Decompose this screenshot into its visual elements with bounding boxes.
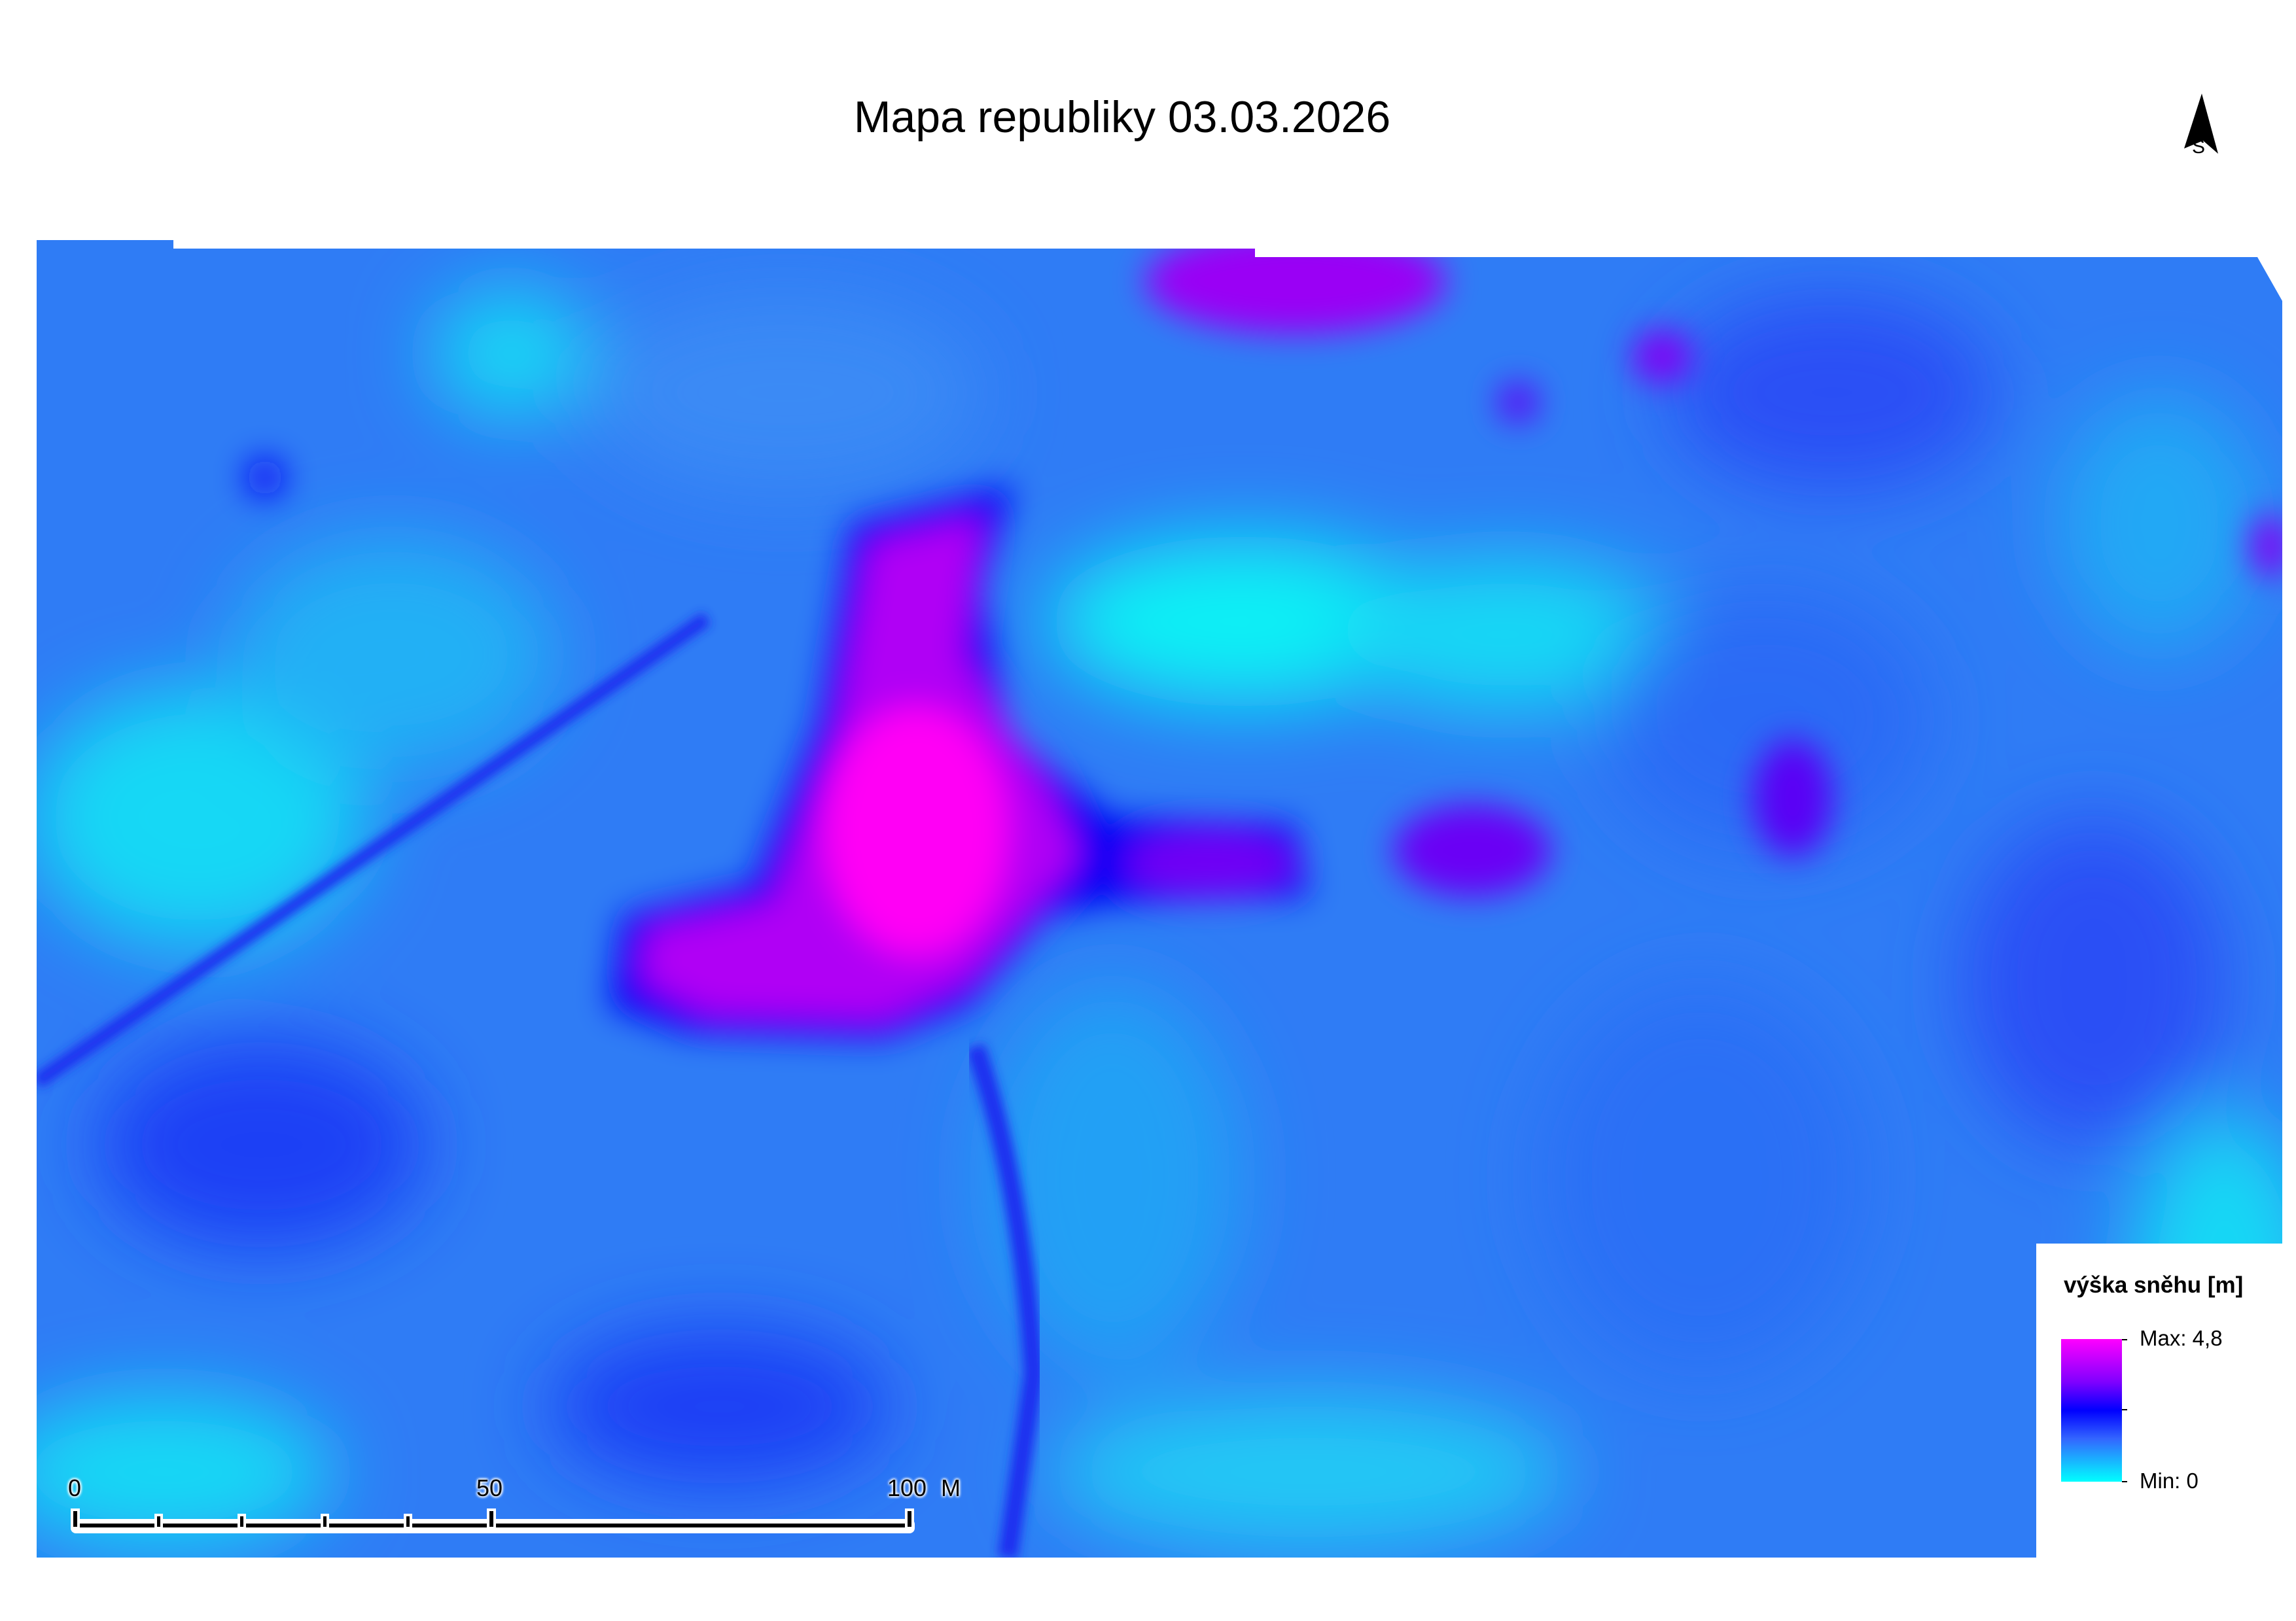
snow-accumulation: [245, 240, 2282, 1040]
north-arrow-label: S: [2192, 136, 2206, 158]
legend-max-label: Max: 4,8: [2140, 1326, 2223, 1350]
map-title: Mapa republiky 03.03.2026: [853, 92, 1391, 142]
legend-min-label: Min: 0: [2140, 1469, 2199, 1493]
road-feature: [37, 612, 711, 1089]
legend-tick: [2122, 1409, 2127, 1410]
legend: výška sněhu [m] Max: 4,8 Min: 0: [2036, 1244, 2282, 1558]
scale-unit: M: [941, 1474, 961, 1501]
legend-color-ramp: [2061, 1339, 2122, 1482]
legend-tick: [2122, 1481, 2127, 1482]
scale-label-100: 100: [887, 1474, 927, 1501]
north-arrow-icon: [2184, 94, 2218, 154]
scale-label-0: 0: [68, 1474, 82, 1501]
legend-tick: [2122, 1339, 2127, 1340]
legend-title: výška sněhu [m]: [2064, 1272, 2244, 1298]
scale-label-50: 50: [476, 1474, 503, 1501]
gully-feature: [965, 1043, 1044, 1558]
